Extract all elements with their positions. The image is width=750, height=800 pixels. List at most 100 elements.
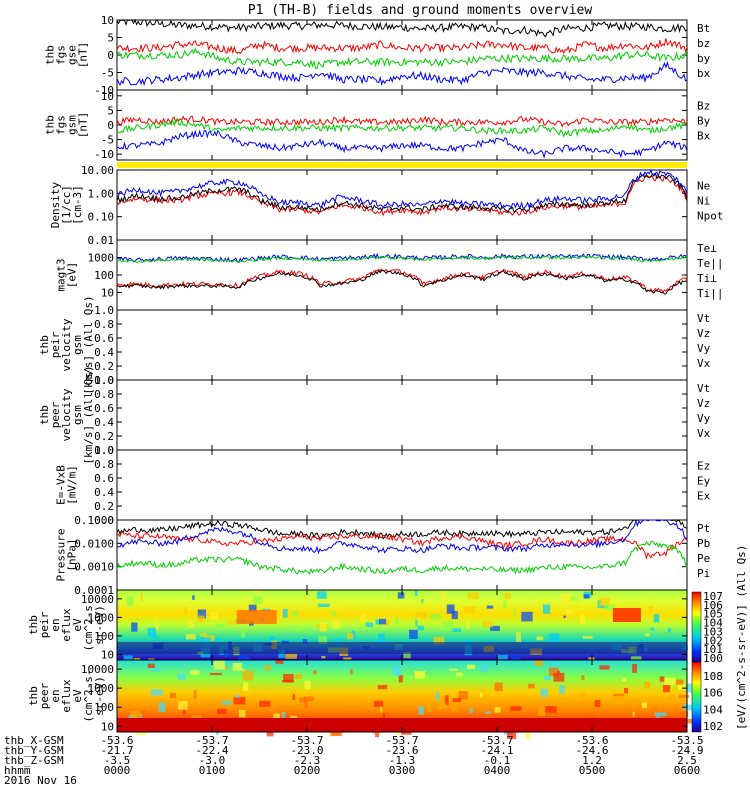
legend-Pt: Pt	[697, 522, 710, 535]
panel-frame	[116, 169, 688, 241]
spectrogram-texture	[624, 688, 628, 694]
spectrogram-texture	[285, 653, 297, 659]
legend-Ni: Ni	[697, 195, 710, 208]
ylabel-peir_velocity: [km/s] (All Qs)	[82, 295, 95, 394]
legend-Bt: Bt	[697, 22, 710, 35]
spectrogram-texture	[378, 633, 385, 644]
spectrogram-hotspot	[612, 608, 641, 622]
spectrogram-texture	[669, 694, 676, 700]
ylabel-fgs_gsm: gsm	[66, 115, 79, 135]
spectrogram-texture	[467, 592, 480, 600]
colorbar-tick: 105	[703, 608, 723, 621]
spectrogram-texture	[130, 711, 141, 721]
spectrogram-texture	[252, 590, 260, 593]
ytick-label: 0.4	[94, 486, 114, 499]
spectrogram-texture	[375, 730, 379, 738]
series-pressure-Pe	[116, 540, 688, 575]
spectrogram-texture	[397, 592, 405, 599]
spectrogram-texture	[373, 700, 384, 707]
spectrogram-texture	[655, 712, 667, 716]
panel-mag_t3: 1000 100 10 magt3[eV] Te⊥ Te|| Ti⊥ Ti||	[55, 239, 724, 311]
spectrogram-texture	[131, 622, 138, 632]
legend-Vx: Vx	[697, 357, 711, 370]
legend-Vx: Vx	[697, 427, 711, 440]
ylabel-peer_velocity: thb	[38, 405, 51, 425]
spectrogram-texture	[490, 625, 500, 631]
spectrogram-texture	[685, 683, 694, 693]
series-fgs_gse-by	[116, 47, 688, 69]
ytick-label: 0.0	[94, 374, 114, 387]
ytick-label: 1.0	[94, 304, 114, 317]
series-density-Ni	[116, 172, 688, 214]
spectrogram-texture	[142, 702, 149, 706]
colorbar-label: [eV/(cm^2-s-sr-eV)] (All Qs)	[735, 545, 748, 730]
time-row-value: 0600	[674, 764, 701, 777]
spectrogram-texture	[375, 619, 381, 625]
legend-Vt: Vt	[697, 312, 710, 325]
spectrogram-texture	[379, 618, 387, 625]
spectrogram-texture	[449, 668, 458, 671]
ylabel-peir_velocity: peir	[49, 331, 62, 358]
spectrogram-texture	[291, 610, 299, 617]
time-row-value: -22.4	[195, 744, 228, 757]
ytick-label: -5	[101, 67, 114, 80]
spectrogram-texture	[221, 700, 232, 705]
spectrogram-texture	[540, 688, 548, 697]
spectrogram-texture	[536, 636, 544, 641]
spectrogram-texture	[398, 674, 403, 683]
spectrogram-texture	[466, 620, 470, 629]
spectrogram-texture	[599, 598, 611, 608]
spectrogram-texture	[224, 666, 229, 670]
spectrogram-texture	[599, 665, 610, 670]
ylabel-e_field: [mV/m]	[66, 465, 79, 505]
spectrogram-texture	[273, 713, 280, 719]
spectrogram-texture	[438, 703, 447, 710]
spectrogram-texture	[515, 632, 521, 642]
colorbar-tick: 102	[703, 720, 723, 733]
panel-frame	[116, 239, 688, 311]
spectrogram-texture	[561, 593, 572, 604]
ylabel-peer_en_eflux: eV	[71, 689, 84, 703]
spectrogram-texture	[302, 639, 308, 644]
time-row-value: -23.6	[385, 744, 418, 757]
ylabel-fgs_gse: thb	[44, 45, 57, 65]
ytick-label: 0	[107, 49, 114, 62]
spectrogram-texture	[548, 633, 560, 642]
spectrogram-texture	[559, 685, 565, 694]
spectrogram-texture	[668, 627, 671, 633]
spectrogram-texture	[282, 679, 294, 683]
spectrogram-texture	[282, 608, 288, 618]
spectrogram-low-energy-band	[117, 718, 687, 732]
spectrogram-texture	[565, 609, 575, 615]
spectrogram-texture	[200, 632, 207, 637]
ytick-label: 0.01	[88, 234, 115, 247]
ytick-label: 10	[101, 90, 114, 103]
ylabel-fgs_gse: fgs	[55, 45, 68, 65]
spectrogram-texture	[458, 691, 469, 700]
ylabel-peer_velocity: velocity	[60, 388, 73, 441]
spectrogram-texture	[586, 713, 594, 716]
panel-pressure: 0.1000 0.0100 0.0010 0.0001 Pressure[nPa] Pt P…	[55, 514, 711, 597]
spectrogram-texture	[678, 695, 690, 698]
spectrogram-texture	[443, 621, 454, 632]
ytick-label: 0.0001	[74, 584, 114, 597]
spectrogram-texture	[392, 666, 402, 676]
time-row-label: thb_Y-GSM	[4, 744, 64, 757]
series-fgs_gse-bx	[116, 60, 688, 87]
spectrogram-texture	[303, 700, 308, 709]
ytick-label: 1.0	[94, 374, 114, 387]
spectrogram-texture	[275, 660, 284, 664]
panel-frame	[116, 309, 688, 381]
panel-peer_velocity: 1.00.80.60.40.20.0thbpeervelocitygsm[km/…	[38, 365, 711, 464]
colorbar-tick: 104	[703, 703, 723, 716]
spectrogram-texture	[543, 675, 552, 680]
ytick-label: 0.6	[94, 402, 114, 415]
ylabel-peer_en_eflux: sr-eV)	[93, 676, 106, 716]
ylabel-fgs_gsm: thb	[44, 115, 57, 135]
yellow-flag-bar	[117, 162, 687, 168]
time-row-value: 2.5	[677, 754, 697, 767]
spectrogram-texture	[233, 696, 246, 705]
ylabel-mag_t3: [eV]	[66, 262, 79, 289]
spectrogram-noise-band	[117, 642, 687, 654]
